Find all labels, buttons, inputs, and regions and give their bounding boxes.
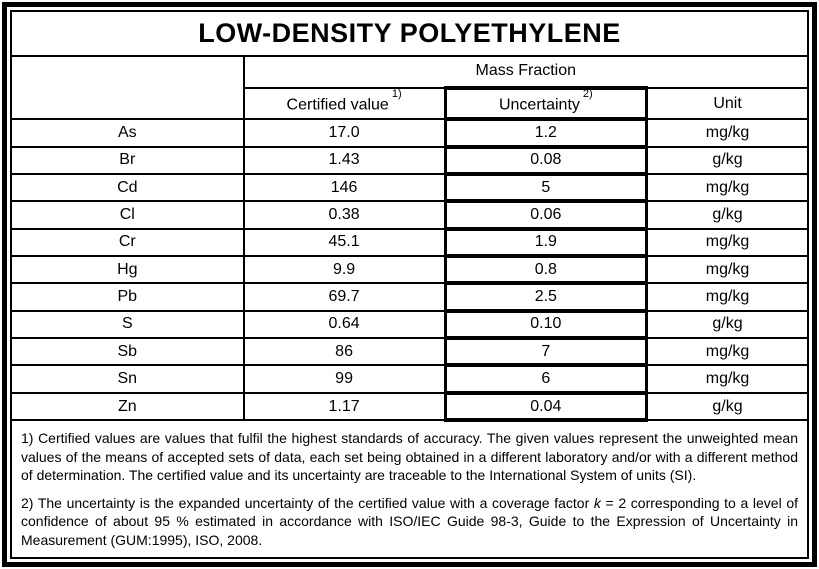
uncertainty-cell: 5 xyxy=(443,172,649,204)
certified-value-cell: 17.0 xyxy=(242,118,447,148)
uncertainty-cell: 0.08 xyxy=(443,144,649,177)
col-header-certified-value: Certified value1) xyxy=(242,86,447,121)
column-header-row: Certified value1) Uncertainty2) Unit xyxy=(11,85,810,122)
unit-cell: mg/kg xyxy=(645,173,810,203)
element-cell: As xyxy=(10,118,245,148)
table-row: Pb 69.7 2.5 mg/kg xyxy=(10,281,810,313)
uncertainty-cell: 1.9 xyxy=(443,226,649,259)
col-header-unit: Unit xyxy=(645,86,810,121)
certified-value-cell: 0.64 xyxy=(242,309,447,340)
footnote-2: 2) The uncertainty is the expanded uncer… xyxy=(21,494,798,550)
mass-fraction-header: Mass Fraction xyxy=(242,54,810,89)
certified-value-cell: 99 xyxy=(242,364,447,394)
page-title: LOW-DENSITY POLYETHYLENE xyxy=(10,10,809,57)
element-cell: Cl xyxy=(10,200,245,230)
uncertainty-cell: 0.06 xyxy=(443,199,649,231)
uncertainty-cell: 0.8 xyxy=(443,254,649,286)
table-row: Zn 1.17 0.04 g/kg xyxy=(10,390,810,423)
table-row: S 0.64 0.10 g/kg xyxy=(10,308,810,341)
certified-value-cell: 45.1 xyxy=(242,227,447,258)
uncertainty-cell: 0.04 xyxy=(443,390,649,423)
element-cell: Cd xyxy=(10,173,245,203)
certificate-table: LOW-DENSITY POLYETHYLENE Mass Fraction C… xyxy=(10,10,810,559)
certified-value-cell: 9.9 xyxy=(242,255,447,285)
unit-cell: g/kg xyxy=(645,391,810,422)
footnotes-section: 1) Certified values are values that fulf… xyxy=(10,419,809,559)
table-row: Br 1.43 0.08 g/kg xyxy=(10,144,810,177)
element-corner-cell xyxy=(10,54,245,121)
element-cell: Br xyxy=(10,145,245,176)
table-row: Cr 45.1 1.9 mg/kg xyxy=(10,226,810,259)
uncertainty-label: Uncertainty xyxy=(498,95,580,113)
uncertainty-cell: 0.10 xyxy=(443,308,649,341)
table-row: As 17.0 1.2 mg/kg xyxy=(10,117,810,149)
certified-value-cell: 146 xyxy=(242,173,447,203)
unit-cell: mg/kg xyxy=(645,118,810,148)
col-header-uncertainty: Uncertainty2) xyxy=(443,85,649,122)
element-cell: Cr xyxy=(10,227,245,258)
unit-cell: mg/kg xyxy=(645,227,810,258)
uncertainty-cell: 1.2 xyxy=(443,117,649,149)
certified-value-cell: 1.17 xyxy=(242,391,447,422)
certified-value-cell: 0.38 xyxy=(242,200,447,230)
footnote-1: 1) Certified values are values that fulf… xyxy=(21,430,798,484)
element-cell: Hg xyxy=(10,255,245,285)
unit-cell: g/kg xyxy=(645,309,810,340)
certified-value-cell: 69.7 xyxy=(242,282,447,312)
coverage-factor-k: k xyxy=(593,494,601,511)
footnotes-row: 1) Certified values are values that fulf… xyxy=(10,419,809,559)
certified-value-label: Certified value xyxy=(286,95,389,113)
group-header-row: Mass Fraction xyxy=(10,54,810,121)
unit-cell: mg/kg xyxy=(645,364,810,394)
element-cell: Zn xyxy=(10,391,245,422)
unit-cell: mg/kg xyxy=(645,337,810,367)
footnote-2-pre: 2) The uncertainty is the expanded uncer… xyxy=(21,494,594,511)
unit-cell: mg/kg xyxy=(645,255,810,285)
table-row: Cl 0.38 0.06 g/kg xyxy=(10,199,810,231)
unit-cell: g/kg xyxy=(645,145,810,176)
footnote-ref-1: 1) xyxy=(391,87,402,100)
element-cell: Sn xyxy=(10,364,245,394)
element-cell: Sb xyxy=(10,337,245,367)
certified-value-cell: 1.43 xyxy=(242,145,447,176)
footnote-2-post: = 2 corresponding to a level of confiden… xyxy=(21,494,799,548)
uncertainty-cell: 2.5 xyxy=(443,281,649,313)
unit-cell: g/kg xyxy=(645,200,810,230)
certified-value-cell: 86 xyxy=(242,337,447,367)
table-body: As 17.0 1.2 mg/kg Br 1.43 0.08 g/kg Cd 146 5 mg/kg C… xyxy=(10,117,810,423)
table-row: Sb 86 7 mg/kg xyxy=(10,336,810,368)
element-cell: Pb xyxy=(10,282,245,312)
uncertainty-cell: 7 xyxy=(443,336,649,368)
table-row: Cd 146 5 mg/kg xyxy=(10,172,810,204)
title-row: LOW-DENSITY POLYETHYLENE xyxy=(10,10,809,57)
uncertainty-cell: 6 xyxy=(443,363,649,395)
table-row: Hg 9.9 0.8 mg/kg xyxy=(10,254,810,286)
footnote-ref-2: 2) xyxy=(582,87,593,100)
element-cell: S xyxy=(10,309,245,340)
table-row: Sn 99 6 mg/kg xyxy=(10,363,810,395)
unit-cell: mg/kg xyxy=(645,282,810,312)
